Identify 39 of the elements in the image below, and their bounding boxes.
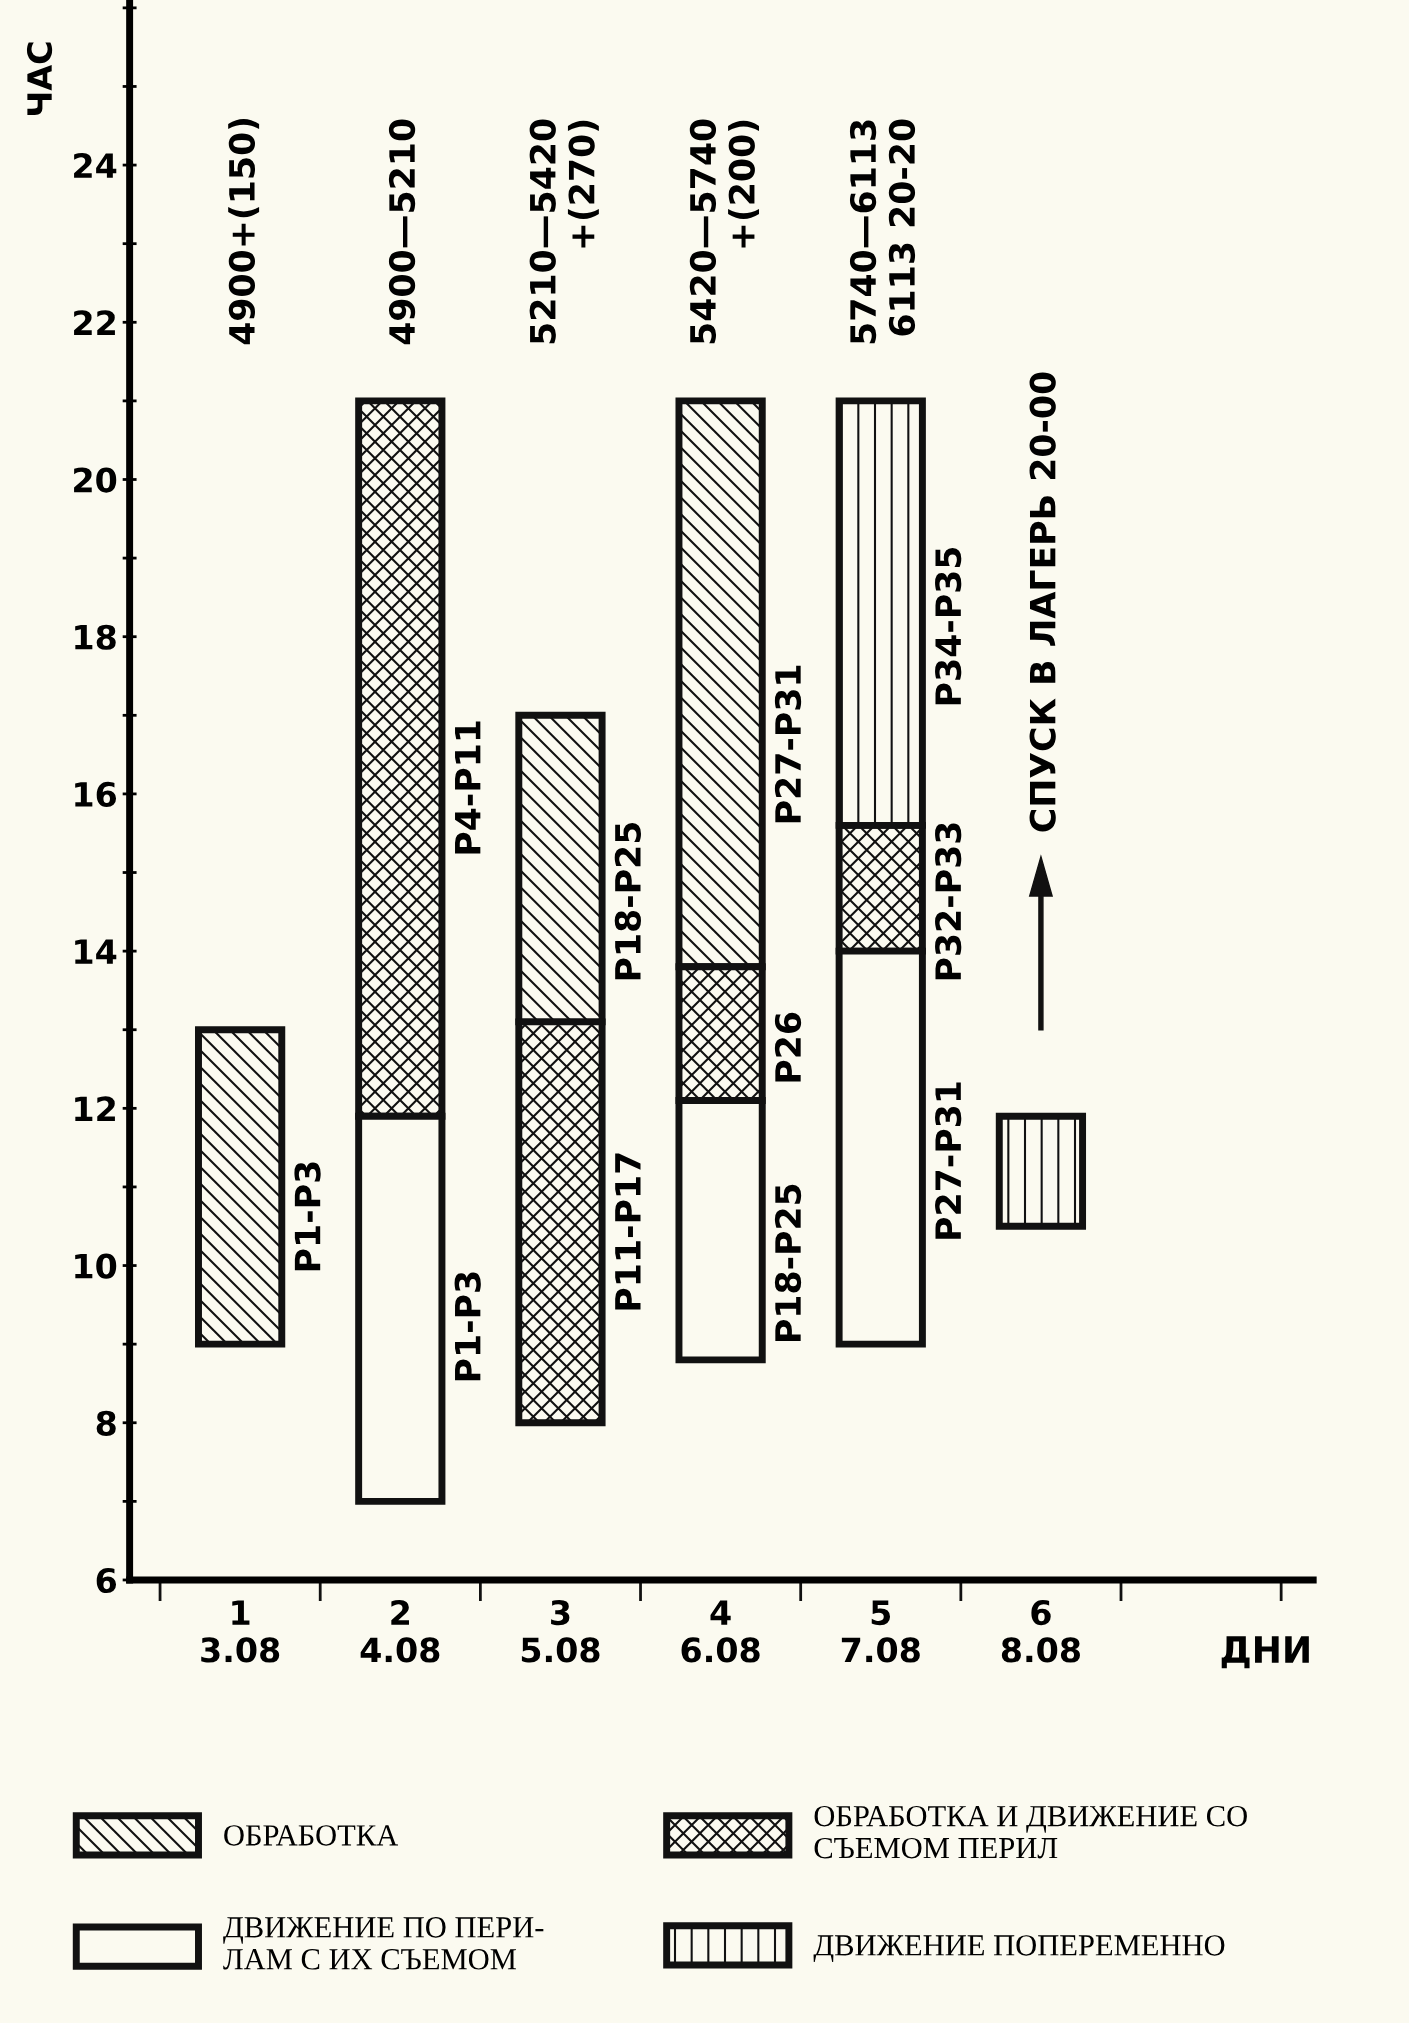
y-tick-label: 14 — [75, 939, 117, 964]
legend-label: ДВИЖЕНИЕ ПО ПЕРИ- ЛАМ С ИХ СЪЕМОМ — [223, 1917, 544, 1970]
annotation: Р1-Р3 — [454, 1272, 481, 1381]
y-tick-label: 6 — [96, 1567, 117, 1594]
annotation: 4900—5210 — [388, 119, 416, 345]
y-tick-label: 16 — [75, 781, 117, 808]
y-tick-label: 18 — [75, 624, 116, 650]
y-tick-label: 12 — [75, 1096, 115, 1121]
x-tick-label: 6 8.08 — [1001, 1600, 1080, 1663]
x-tick-label: 4 6.08 — [681, 1600, 760, 1663]
annotation: Р32-Р33 — [935, 823, 962, 980]
annotation: 5420—5740 +(200) — [689, 119, 760, 344]
annotation: Р11-Р17 — [615, 1153, 641, 1310]
x-tick-label: 1 3.08 — [201, 1600, 280, 1663]
x-tick-label: 3 5.08 — [521, 1600, 600, 1663]
annotation: СПУСК В ЛАГЕРЬ 20-00 — [1029, 372, 1056, 832]
annotation: Р18-Р25 — [614, 823, 641, 980]
legend-label: ОБРАБОТКА — [224, 1825, 399, 1846]
annotation: Р4-Р11 — [455, 721, 481, 854]
y-tick-label: 10 — [75, 1253, 117, 1279]
annotation: Р1-Р3 — [294, 1162, 321, 1271]
annotation: 5740—6113 6113 20-20 — [849, 119, 916, 344]
annotation: Р27-Р31 — [935, 1082, 962, 1239]
y-tick-label: 8 — [96, 1410, 116, 1436]
legend-label: ОБРАБОТКА И ДВИЖЕНИЕ СО СЪЕМОМ ПЕРИЛ — [814, 1805, 1247, 1859]
y-axis-title: ЧАС — [26, 42, 53, 115]
x-axis-title: ДНИ — [1221, 1636, 1309, 1669]
y-tick-label: 22 — [74, 310, 115, 335]
annotation: Р18-Р25 — [774, 1184, 802, 1341]
annotation: Р27-Р31 — [774, 665, 802, 823]
annotation: Р34-Р35 — [935, 547, 962, 705]
legend-label: ДВИЖЕНИЕ ПОПЕРЕМЕННО — [813, 1935, 1225, 1962]
annotation: Р26 — [774, 1012, 802, 1082]
y-tick-label: 24 — [74, 153, 117, 178]
annotation: 5210—5420 +(270) — [529, 119, 599, 344]
annotation: 4900+(150) — [228, 118, 260, 345]
y-tick-label: 20 — [74, 467, 117, 493]
x-tick-label: 5 7.08 — [841, 1600, 920, 1663]
x-tick-label: 2 4.08 — [360, 1600, 440, 1663]
